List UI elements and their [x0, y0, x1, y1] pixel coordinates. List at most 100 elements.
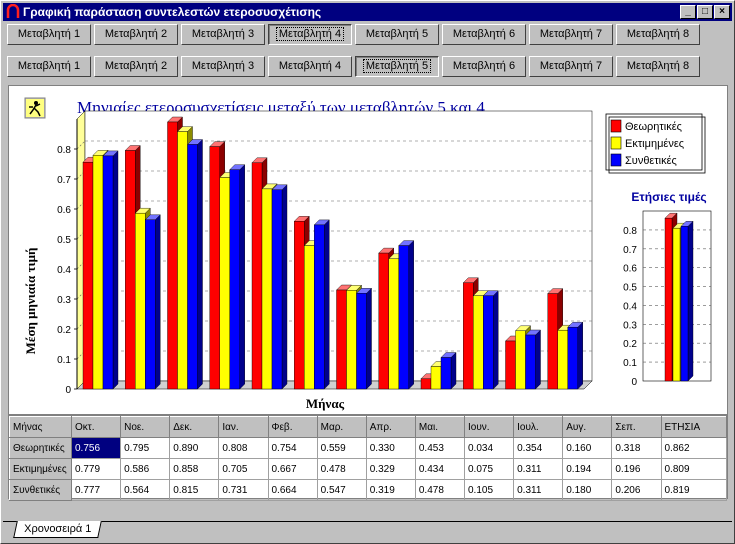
annual-y-tick-label: 0.3 — [623, 320, 637, 331]
grid-cell[interactable]: 0.105 — [463, 479, 515, 501]
grid-cell[interactable]: 0.329 — [365, 458, 416, 480]
grid-cell[interactable]: 0.311 — [513, 458, 564, 480]
grid-cell[interactable]: 0.206 — [611, 479, 662, 501]
bar-2-2 — [187, 139, 203, 390]
grid-column-header[interactable]: Μαρ. — [316, 416, 367, 438]
running-man-icon — [29, 101, 41, 117]
chart-run-button[interactable] — [24, 97, 46, 119]
grid-column-header[interactable]: Ιαν. — [218, 416, 269, 438]
grid-cell[interactable]: 0.862 — [660, 437, 727, 459]
annual-y-tick-label: 0.1 — [623, 358, 637, 369]
sheet-tab-timeseries-1[interactable]: Χρονοσειρά 1 — [13, 521, 103, 538]
y-tick-label: 0.1 — [57, 355, 71, 366]
grid-cell[interactable]: 0.754 — [267, 437, 318, 459]
annual-title: Ετήσιες τιμές — [631, 190, 706, 204]
grid-cell[interactable]: 0.664 — [267, 479, 318, 501]
secondary-tab-3[interactable]: Μεταβλητή 3 — [181, 56, 265, 77]
legend-label: Θεωρητικές — [625, 121, 682, 133]
grid-cell[interactable]: 0.196 — [611, 458, 662, 480]
tab-row-primary: Μεταβλητή 1 Μεταβλητή 2 Μεταβλητή 3 Μεταβλη… — [7, 24, 703, 46]
grid-cell[interactable]: 0.180 — [562, 479, 613, 501]
primary-tab-1[interactable]: Μεταβλητή 1 — [7, 24, 91, 45]
y-tick-label: 0.5 — [57, 235, 71, 246]
grid-cell[interactable]: 0.160 — [562, 437, 613, 459]
grid-cell[interactable]: 0.434 — [414, 458, 466, 480]
secondary-tab-5[interactable]: Μεταβλητή 5 — [355, 56, 439, 77]
grid-cell[interactable]: 0.705 — [218, 458, 269, 480]
y-tick-label: 0.7 — [57, 175, 71, 186]
legend-label: Συνθετικές — [625, 155, 677, 167]
bar-2-4 — [271, 184, 288, 390]
grid-corner-header: Μήνας — [9, 416, 72, 438]
grid-cell[interactable]: 0.731 — [218, 479, 269, 501]
primary-tab-8[interactable]: Μεταβλητή 8 — [616, 24, 700, 45]
grid-cell[interactable]: 0.777 — [70, 479, 122, 501]
bar-2-9 — [482, 290, 499, 390]
grid-cell[interactable]: 0.808 — [218, 437, 269, 459]
maximize-button[interactable]: □ — [697, 5, 713, 19]
close-button[interactable]: × — [714, 5, 730, 19]
grid-column-header[interactable]: Σεπ. — [611, 416, 662, 438]
y-tick-label: 0 — [65, 385, 71, 396]
grid-column-header[interactable]: Μαι. — [414, 416, 466, 438]
grid-row-header[interactable]: Εκτιμημένες — [9, 458, 72, 480]
grid-cell[interactable]: 0.075 — [463, 458, 515, 480]
grid-cell[interactable]: 0.667 — [267, 458, 318, 480]
tab-row-secondary: Μεταβλητή 1 Μεταβλητή 2 Μεταβλητή 3 Μεταβλη… — [7, 56, 703, 78]
legend-swatch — [610, 119, 622, 133]
grid-cell[interactable]: 0.819 — [660, 479, 727, 501]
grid-cell[interactable]: 0.478 — [316, 458, 367, 480]
grid-cell[interactable]: 0.194 — [562, 458, 613, 480]
title-bar[interactable]: Γραφική παράσταση συντελεστών ετεροσυσχέ… — [3, 3, 732, 21]
y-axis-label: Μέση μηνιαία τιμή — [23, 248, 38, 355]
secondary-tab-8[interactable]: Μεταβλητή 8 — [616, 56, 700, 77]
primary-tab-7[interactable]: Μεταβλητή 7 — [529, 24, 613, 45]
grid-cell[interactable]: 0.564 — [120, 479, 171, 501]
primary-tab-4[interactable]: Μεταβλητή 4 — [268, 24, 352, 45]
grid-column-header[interactable]: ΕΤΗΣΙΑ — [660, 416, 727, 438]
grid-column-header[interactable]: Ιουν. — [463, 416, 515, 438]
grid-column-header[interactable]: Φεβ. — [267, 416, 318, 438]
grid-cell[interactable]: 0.330 — [365, 437, 416, 459]
grid-cell[interactable]: 0.779 — [70, 458, 122, 480]
annual-y-tick-label: 0.6 — [623, 264, 637, 275]
bar-2-8 — [440, 352, 457, 390]
grid-cell[interactable]: 0.354 — [513, 437, 564, 459]
grid-column-header[interactable]: Δεκ. — [169, 416, 220, 438]
grid-cell[interactable]: 0.311 — [513, 479, 564, 501]
grid-cell[interactable]: 0.478 — [414, 479, 466, 501]
grid-cell[interactable]: 0.890 — [169, 437, 220, 459]
grid-column-header[interactable]: Απρ. — [365, 416, 416, 438]
grid-cell[interactable]: 0.559 — [316, 437, 367, 459]
grid-cell[interactable]: 0.586 — [120, 458, 171, 480]
minimize-button[interactable]: _ — [680, 5, 696, 19]
grid-cell[interactable]: 0.815 — [169, 479, 220, 501]
secondary-tab-1[interactable]: Μεταβλητή 1 — [7, 56, 91, 77]
grid-cell[interactable]: 0.858 — [169, 458, 220, 480]
secondary-tab-4[interactable]: Μεταβλητή 4 — [268, 56, 352, 77]
grid-cell[interactable]: 0.034 — [463, 437, 515, 459]
secondary-tab-7[interactable]: Μεταβλητή 7 — [529, 56, 613, 77]
grid-cell[interactable]: 0.547 — [316, 479, 367, 501]
grid-cell[interactable]: 0.318 — [611, 437, 662, 459]
secondary-tab-2[interactable]: Μεταβλητή 2 — [94, 56, 178, 77]
grid-row-header[interactable]: Συνθετικές — [9, 479, 72, 501]
grid-cell[interactable]: 0.319 — [365, 479, 416, 501]
grid-cell[interactable]: 0.795 — [120, 437, 171, 459]
app-icon — [6, 4, 20, 18]
secondary-tab-6[interactable]: Μεταβλητή 6 — [442, 56, 526, 77]
grid-row-header[interactable]: Θεωρητικές — [9, 437, 72, 459]
grid-column-header[interactable]: Νοε. — [120, 416, 171, 438]
sheet-tab-area: Χρονοσειρά 1 — [3, 501, 732, 541]
primary-tab-2[interactable]: Μεταβλητή 2 — [94, 24, 178, 45]
annual-y-tick-label: 0.2 — [623, 339, 637, 350]
grid-cell[interactable]: 0.756 — [70, 437, 122, 459]
primary-tab-3[interactable]: Μεταβλητή 3 — [181, 24, 265, 45]
grid-column-header[interactable]: Αυγ. — [562, 416, 613, 438]
primary-tab-6[interactable]: Μεταβλητή 6 — [442, 24, 526, 45]
grid-cell[interactable]: 0.809 — [660, 458, 727, 480]
primary-tab-5[interactable]: Μεταβλητή 5 — [355, 24, 439, 45]
grid-cell[interactable]: 0.453 — [414, 437, 466, 459]
grid-column-header[interactable]: Ιουλ. — [513, 416, 564, 438]
grid-column-header[interactable]: Οκτ. — [70, 416, 122, 438]
